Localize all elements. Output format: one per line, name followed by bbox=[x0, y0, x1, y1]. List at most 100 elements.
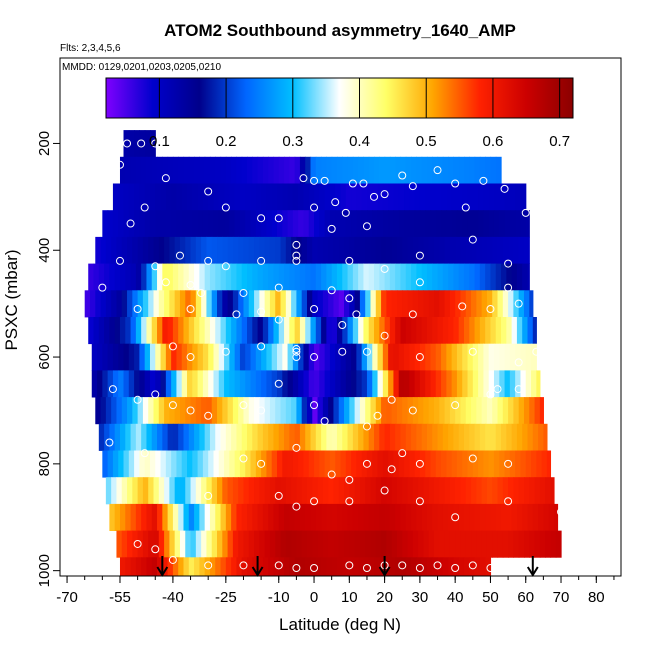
heatmap-cell bbox=[411, 423, 417, 451]
heatmap-cell bbox=[444, 397, 451, 425]
heatmap-cell bbox=[509, 343, 516, 371]
heatmap-cell bbox=[319, 343, 326, 371]
heatmap-cell bbox=[419, 343, 426, 371]
heatmap-cell bbox=[95, 290, 102, 318]
heatmap-cell bbox=[455, 290, 462, 318]
heatmap-cell bbox=[312, 397, 319, 425]
heatmap-cell bbox=[252, 423, 259, 451]
heatmap-cell bbox=[404, 370, 410, 398]
heatmap-cell bbox=[421, 156, 428, 184]
heatmap-cell bbox=[411, 503, 417, 532]
heatmap-cell bbox=[314, 343, 320, 371]
sample-point bbox=[274, 561, 283, 570]
heatmap-cell bbox=[121, 477, 128, 505]
x-tick-label: 80 bbox=[588, 589, 605, 606]
heatmap-cell bbox=[352, 156, 359, 184]
heatmap-cell bbox=[342, 263, 349, 291]
heatmap-cell bbox=[432, 503, 439, 532]
heatmap-cell bbox=[139, 450, 146, 478]
heatmap-cell bbox=[347, 557, 354, 577]
heatmap-cell bbox=[405, 503, 412, 532]
heatmap-cell bbox=[141, 156, 148, 184]
heatmap-cell bbox=[324, 183, 331, 211]
heatmap-cell bbox=[347, 423, 354, 451]
heatmap-cell bbox=[315, 503, 322, 532]
heatmap-cell bbox=[202, 450, 209, 478]
heatmap-cell bbox=[333, 397, 340, 425]
heatmap-cell bbox=[423, 477, 430, 505]
heatmap-cell bbox=[160, 343, 167, 371]
heatmap-cell bbox=[501, 317, 507, 345]
heatmap-cell bbox=[165, 370, 172, 398]
heatmap-cell bbox=[539, 477, 546, 505]
heatmap-cell bbox=[326, 557, 333, 577]
sample-point bbox=[458, 302, 467, 311]
heatmap-cell bbox=[238, 290, 245, 318]
heatmap-cell bbox=[386, 477, 393, 505]
heatmap-cell bbox=[497, 530, 504, 558]
sample-point bbox=[133, 304, 142, 313]
heatmap-cell bbox=[247, 557, 253, 577]
heatmap-cell bbox=[366, 183, 373, 211]
heatmap-cell bbox=[271, 370, 278, 398]
heatmap-cell bbox=[222, 236, 229, 264]
heatmap-cell bbox=[478, 210, 484, 238]
heatmap-cell bbox=[128, 370, 135, 398]
heatmap-cell bbox=[280, 397, 287, 425]
heatmap-cell bbox=[372, 210, 379, 238]
heatmap-cell bbox=[472, 450, 479, 478]
heatmap-cell bbox=[125, 317, 132, 345]
heatmap-cell bbox=[121, 290, 128, 318]
chart-title: ATOM2 Southbound asymmetry_1640_AMP bbox=[164, 21, 516, 40]
heatmap-cell bbox=[269, 397, 276, 425]
heatmap-cell bbox=[310, 423, 317, 451]
heatmap-cell bbox=[532, 423, 539, 451]
heatmap-cell bbox=[306, 397, 313, 425]
sample-point bbox=[168, 401, 177, 410]
heatmap-cell bbox=[157, 156, 163, 184]
heatmap-cell bbox=[426, 423, 433, 451]
heatmap-cell bbox=[423, 530, 430, 558]
heatmap-cell bbox=[532, 503, 539, 532]
heatmap-cell bbox=[361, 343, 368, 371]
sample-point bbox=[468, 561, 477, 570]
heatmap-cell bbox=[178, 317, 185, 345]
heatmap-cell bbox=[384, 503, 391, 532]
heatmap-cell bbox=[518, 397, 525, 425]
heatmap-cell bbox=[144, 130, 151, 158]
heatmap-cell bbox=[347, 317, 354, 345]
heatmap-cell bbox=[435, 183, 442, 211]
sample-point bbox=[257, 459, 266, 468]
heatmap-cell bbox=[178, 557, 185, 577]
heatmap-cell bbox=[499, 183, 506, 211]
heatmap-cell bbox=[310, 557, 317, 577]
heatmap-cell bbox=[130, 156, 137, 184]
heatmap-cell bbox=[266, 210, 273, 238]
heatmap-cell bbox=[472, 343, 479, 371]
heatmap-cell bbox=[546, 450, 552, 478]
heatmap-cell bbox=[532, 317, 537, 345]
heatmap-cell bbox=[257, 263, 264, 291]
heatmap-cell bbox=[395, 423, 402, 451]
heatmap-cell bbox=[248, 290, 255, 318]
heatmap-cell bbox=[404, 183, 410, 211]
heatmap-cell bbox=[442, 503, 449, 532]
heatmap-cell bbox=[472, 210, 479, 238]
heatmap-cell bbox=[222, 290, 229, 318]
heatmap-cell bbox=[374, 503, 380, 532]
heatmap-cell bbox=[217, 236, 223, 264]
heatmap-cell bbox=[119, 423, 126, 451]
heatmap-cell bbox=[493, 183, 500, 211]
heatmap-cell bbox=[382, 210, 389, 238]
heatmap-cell bbox=[322, 236, 329, 264]
heatmap-cell bbox=[381, 236, 387, 264]
sample-point bbox=[461, 203, 470, 212]
heatmap-cell bbox=[497, 290, 504, 318]
sample-point bbox=[292, 345, 301, 354]
heatmap-cell bbox=[515, 210, 522, 238]
heatmap-cell bbox=[239, 210, 246, 238]
sample-point bbox=[140, 449, 149, 458]
heatmap-cell bbox=[317, 530, 324, 558]
heatmap-cell bbox=[148, 530, 155, 558]
sample-point bbox=[486, 390, 495, 399]
